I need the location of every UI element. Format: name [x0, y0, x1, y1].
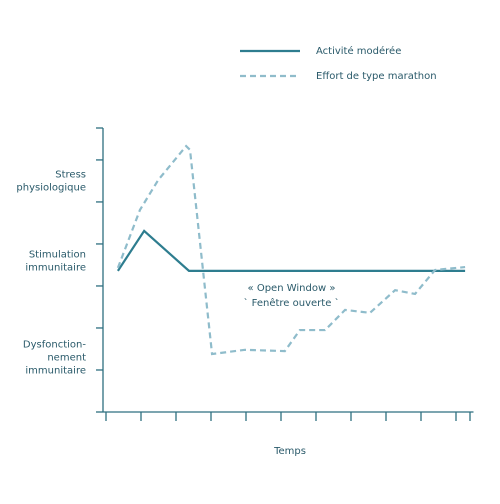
y-label: Stimulation: [29, 249, 86, 260]
y-label: Stress: [55, 169, 86, 180]
y-label: immunitaire: [25, 365, 86, 376]
series-line: [116, 229, 466, 272]
y-label: nement: [47, 352, 86, 363]
y-label: Dysfonction-: [23, 339, 86, 350]
y-label: immunitaire: [25, 262, 86, 273]
y-label: physiologique: [16, 182, 86, 193]
legend-label: Activité modérée: [316, 45, 401, 57]
annotation: « Open Window »: [248, 283, 336, 294]
series-line: [116, 144, 466, 356]
x-axis-label: Temps: [273, 446, 306, 457]
legend-label: Effort de type marathon: [316, 71, 437, 82]
annotation: ` Fenêtre ouverte `: [243, 297, 339, 309]
